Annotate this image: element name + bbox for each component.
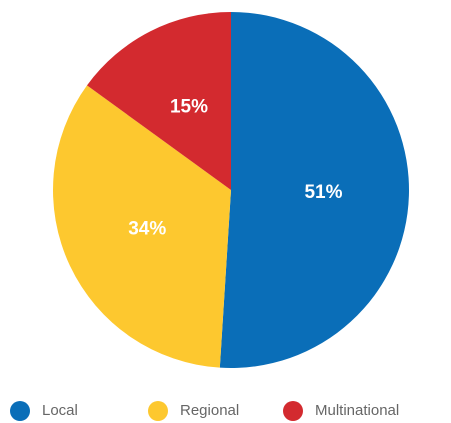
legend-label: Regional: [180, 402, 239, 419]
data-label: 51%: [304, 182, 342, 203]
legend-swatch: [283, 401, 303, 421]
legend-swatch: [148, 401, 168, 421]
data-label: 15%: [170, 97, 208, 118]
pie-slice: [86, 12, 232, 190]
legend-swatch: [10, 401, 30, 421]
pie-slice: [219, 12, 410, 368]
legend-label: Local: [42, 402, 78, 419]
legend-label: Multinational: [315, 402, 399, 419]
data-label: 34%: [128, 218, 166, 239]
pie-slice: [53, 85, 231, 368]
